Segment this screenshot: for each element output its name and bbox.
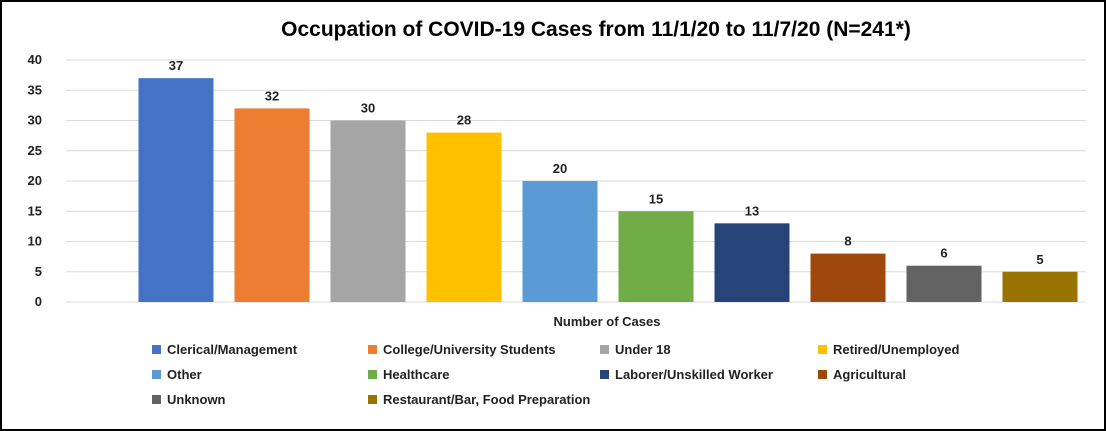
data-label: 8 (844, 234, 851, 249)
legend-swatch (600, 369, 609, 379)
legend-label: Healthcare (383, 366, 450, 382)
legend-label: College/University Students (383, 341, 556, 357)
bar-healthcare (618, 211, 694, 302)
legend-label: Under 18 (615, 341, 671, 357)
legend-item: Clerical/Management (152, 340, 368, 358)
legend-swatch (368, 344, 377, 354)
data-labels: 37 32 30 28 20 15 13 8 6 5 (169, 58, 1044, 267)
y-tick-label: 0 (35, 294, 42, 309)
legend-swatch (152, 369, 161, 379)
bar-laborer-unskilled-worker (714, 223, 790, 302)
legend-swatch (368, 394, 377, 404)
legend-label: Restaurant/Bar, Food Preparation (383, 391, 591, 407)
legend-item: Retired/Unemployed (818, 340, 1018, 358)
bars (138, 78, 1078, 303)
x-axis-label: Number of Cases (554, 314, 661, 329)
data-label: 15 (649, 191, 663, 206)
data-label: 32 (265, 88, 279, 103)
data-label: 5 (1036, 252, 1043, 267)
legend-label: Agricultural (833, 366, 906, 382)
legend-item: Agricultural (818, 365, 1018, 383)
legend-swatch (818, 369, 827, 379)
y-tick-label: 10 (28, 234, 42, 249)
chart-title: Occupation of COVID-19 Cases from 11/1/2… (281, 18, 911, 41)
data-label: 28 (457, 113, 471, 128)
legend-item: Laborer/Unskilled Worker (600, 365, 818, 383)
y-tick-label: 20 (28, 173, 42, 188)
y-tick-label: 35 (28, 82, 42, 97)
legend-item: Healthcare (368, 365, 600, 383)
legend-swatch (152, 394, 161, 404)
legend-item: College/University Students (368, 340, 600, 358)
legend-swatch (368, 369, 377, 379)
y-tick-label: 30 (28, 113, 42, 128)
bar-restaurant-bar-food-preparation (1002, 271, 1078, 302)
bar-clerical-management (138, 78, 214, 303)
legend-swatch (152, 344, 161, 354)
bar-unknown (906, 265, 982, 302)
data-label: 30 (361, 101, 375, 116)
y-tick-label: 40 (28, 52, 42, 67)
legend-label: Clerical/Management (167, 341, 298, 357)
legend-item: Other (152, 365, 368, 383)
legend-label: Other (167, 366, 202, 382)
y-tick-label: 15 (28, 203, 42, 218)
legend-item: Under 18 (600, 340, 818, 358)
data-label: 20 (553, 161, 567, 176)
legend: Clerical/Management College/University St… (152, 340, 1052, 408)
legend-label: Unknown (167, 391, 226, 407)
legend-label: Retired/Unemployed (833, 341, 960, 357)
data-label: 13 (745, 203, 759, 218)
legend-item: Unknown (152, 390, 368, 408)
bar-other (522, 181, 598, 302)
bar-retired-unemployed (426, 132, 502, 302)
bar-college-university-students (234, 108, 310, 303)
legend-swatch (600, 344, 609, 354)
y-tick-label: 25 (28, 143, 42, 158)
bar-under-18 (330, 120, 406, 302)
legend-label: Laborer/Unskilled Worker (615, 366, 773, 382)
legend-swatch (818, 344, 827, 354)
y-axis-ticks: 0 5 10 15 20 25 30 35 40 (28, 52, 42, 309)
data-label: 6 (940, 246, 947, 261)
y-tick-label: 5 (35, 264, 42, 279)
bar-agricultural (810, 253, 886, 302)
data-label: 37 (169, 58, 183, 73)
legend-item: Restaurant/Bar, Food Preparation (368, 390, 600, 408)
